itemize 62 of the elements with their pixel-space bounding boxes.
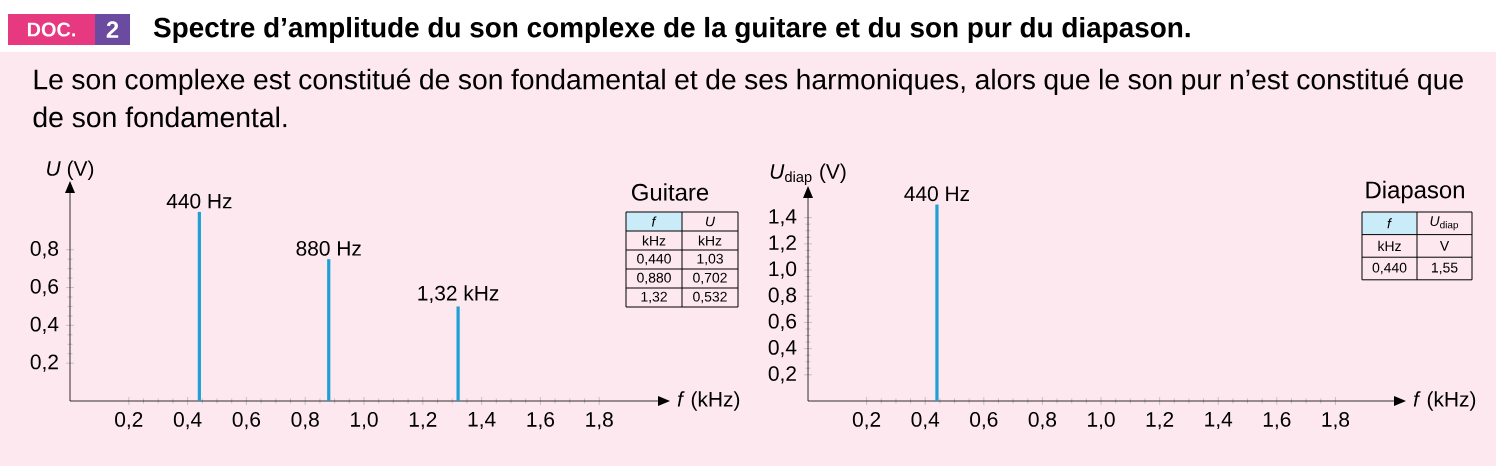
annotation: Guitare [631, 183, 709, 201]
x-tick-label: 1,4 [1205, 412, 1233, 430]
text: 1,03 [697, 253, 723, 266]
y-tick-label: 0,6 [768, 313, 797, 332]
text: 1,55 [1432, 262, 1458, 275]
y-tick-label: 0,8 [30, 241, 59, 259]
bar [456, 306, 460, 401]
text: 2 [106, 21, 119, 38]
annotation: 0,440 [1372, 262, 1407, 275]
text: kHz [698, 235, 722, 246]
annotation: Diapason [1366, 180, 1464, 204]
x-tick-label: 0,4 [911, 412, 940, 430]
chart-title: Spectre d’amplitude du son complexe de la guitare et du son pur du diapason. [153, 16, 1190, 44]
x-tick-label: 0,4 [173, 412, 202, 430]
annotation: 1,32 [641, 291, 667, 304]
x-tick-label: 1,2 [1146, 412, 1174, 430]
y-axis-title: U$_{diap}$ (V) [770, 163, 846, 185]
x-tick-label: 0,6 [232, 412, 261, 430]
x-tick-label: 0,8 [1028, 412, 1057, 430]
text: 0,532 [693, 291, 727, 304]
annotation: 440 Hz [904, 186, 969, 202]
x-tick-label: 1,0 [351, 412, 378, 430]
bar [327, 259, 331, 401]
x-tick-label: 1,6 [1263, 412, 1291, 430]
annotation: f [651, 216, 657, 227]
x-tick-label: 1,8 [586, 412, 613, 430]
annotation: 0,440 [637, 253, 671, 266]
y-tick-label: 1,0 [769, 261, 797, 279]
x-tick-label: 0,6 [970, 412, 998, 430]
x-tick-label: 1,2 [409, 412, 437, 430]
annotation: f [1387, 218, 1393, 229]
y-tick-label: 0,8 [768, 287, 797, 305]
annotation: kHz [642, 235, 666, 246]
y-tick-label: 0,2 [30, 354, 58, 372]
x-axis-title: f (kHz) [677, 391, 740, 411]
x-tick-label: 1,0 [1088, 412, 1115, 430]
text: U [705, 216, 716, 227]
annotation: 0,880 [637, 272, 671, 285]
y-axis-title: U (V) [47, 160, 94, 180]
text: V [1439, 241, 1450, 251]
text: DOC. [27, 22, 76, 37]
text: Le son complexe est constitué de son fondamental et de ses harmoniques, alors que le son pur n’est constitué que de son fondamental. [33, 68, 1463, 128]
annotation: kHz [1378, 240, 1401, 251]
text: U$_{diap}$ [1430, 216, 1459, 231]
text: 0,702 [693, 272, 727, 285]
x-axis-title: f (kHz) [1413, 391, 1476, 411]
x-tick-label: 0,2 [852, 412, 881, 430]
annotation: 1,32 kHz [418, 285, 499, 304]
bar [197, 211, 201, 401]
y-tick-label: 0,4 [30, 316, 59, 335]
x-tick-label: 1,4 [468, 412, 496, 430]
x-tick-label: 0,2 [115, 412, 143, 430]
y-tick-label: 1,4 [769, 209, 797, 227]
y-tick-label: 0,4 [768, 339, 797, 358]
x-tick-label: 1,8 [1322, 412, 1350, 430]
annotation: 440 Hz [166, 193, 232, 209]
annotation: 880 Hz [296, 240, 361, 256]
x-tick-label: 1,6 [527, 412, 555, 430]
x-tick-label: 0,8 [291, 412, 319, 430]
y-tick-label: 1,2 [769, 235, 796, 253]
y-tick-label: 0,6 [30, 278, 59, 297]
y-tick-label: 0,2 [768, 366, 796, 384]
